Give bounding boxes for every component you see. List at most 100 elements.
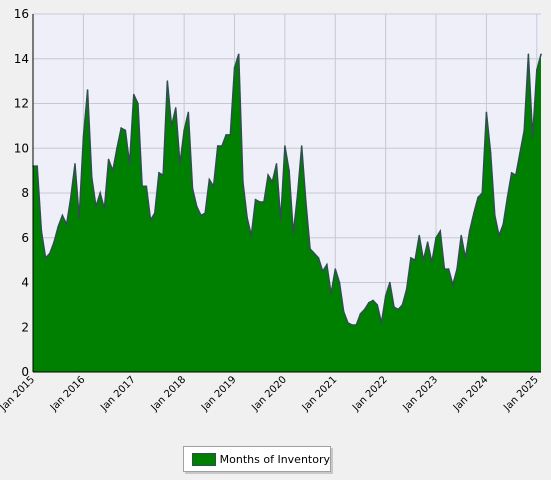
legend: Months of Inventory [183,446,331,472]
data-point [485,111,488,114]
data-point [78,216,80,219]
data-point [468,230,471,232]
data-point [124,129,127,132]
data-point [225,134,227,136]
data-point [191,187,194,190]
data-point [389,281,391,284]
data-point [195,205,198,208]
data-point [57,225,59,228]
legend-label: Months of Inventory [219,452,330,466]
data-point [44,257,47,259]
data-point [74,163,76,165]
series-area [32,53,542,372]
data-point [452,283,454,286]
x-tick-label: Jan 2021 [300,374,340,414]
data-point [531,136,534,138]
x-tick-label: Jan 2019 [199,374,239,414]
data-point [221,145,223,147]
data-point [216,145,219,147]
data-point [368,301,370,304]
data-point [120,127,122,129]
data-point [170,125,173,127]
data-point [422,259,425,261]
data-point [116,147,118,150]
data-point [414,259,416,261]
data-point [90,176,93,179]
data-point [481,192,484,194]
data-point [40,230,43,232]
data-point [519,151,521,154]
data-point [246,216,248,219]
data-point [321,270,324,273]
data-point [510,172,513,174]
data-point [212,185,215,188]
data-point [233,66,236,69]
data-point [330,292,332,295]
data-point [439,230,442,232]
data-point [338,281,341,284]
data-point [334,268,337,270]
data-point [275,163,278,165]
data-point [326,263,328,266]
data-point [267,174,269,176]
y-tick-label: 0 [21,365,29,379]
data-point [271,181,274,183]
data-point [69,196,72,199]
data-point [65,223,68,226]
data-point [48,252,51,255]
data-point [376,304,379,306]
data-point [447,268,450,270]
x-tick-label: Jan 2024 [451,374,491,414]
data-point [242,181,244,183]
data-point [305,201,307,203]
data-point [435,236,437,239]
data-point [82,136,85,138]
data-point [477,196,479,199]
x-tick-label: Jan 2022 [350,374,390,414]
data-point [460,234,463,237]
y-tick-labels: 0 2 4 6 8 10 12 14 16 [14,7,29,379]
data-point [536,69,538,71]
data-point [200,214,202,217]
y-tick-label: 6 [21,231,29,245]
data-point [473,212,475,214]
data-point [204,212,206,214]
legend-swatch [192,452,216,466]
data-point [405,288,408,291]
data-point [145,185,148,188]
data-point [309,248,311,250]
y-tick-label: 16 [14,7,29,21]
data-point [288,169,290,172]
data-point [502,223,505,226]
x-tick-label: Jan 2015 [0,374,37,414]
data-point [250,234,253,237]
x-tick-label: Jan 2025 [501,374,541,414]
y-tick-label: 12 [14,97,29,111]
data-point [95,205,97,208]
data-point [443,268,446,270]
data-point [401,304,404,306]
y-tick-label: 14 [14,52,29,66]
data-point [107,158,110,161]
data-point [166,80,169,82]
data-point [498,234,500,237]
data-point [384,295,387,297]
data-point [141,185,143,188]
axes [32,14,541,373]
data-point [128,163,131,165]
series-fill [33,54,541,372]
data-point [174,107,177,109]
data-point [132,93,135,96]
data-point [263,201,265,203]
data-point [351,324,353,326]
data-point [426,241,429,244]
data-point [397,308,400,311]
data-point [237,53,240,56]
data-point [506,196,509,199]
data-point [540,53,542,56]
data-point [61,214,64,217]
data-point [162,174,164,176]
data-point [359,313,362,315]
